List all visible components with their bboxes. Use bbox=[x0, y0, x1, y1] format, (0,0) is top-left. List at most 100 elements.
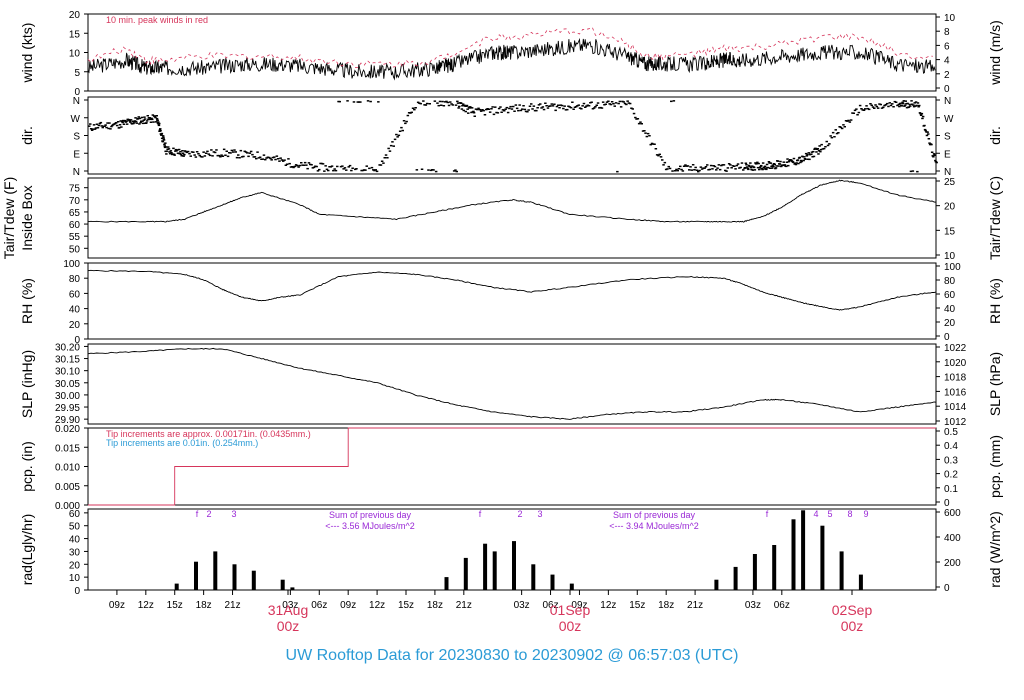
direction-point bbox=[190, 151, 194, 153]
y-tick-label-right: 40 bbox=[944, 304, 956, 315]
y-tick-label-right: N bbox=[944, 167, 951, 178]
direction-point bbox=[285, 163, 289, 165]
direction-point bbox=[927, 138, 931, 140]
direction-point bbox=[560, 104, 564, 107]
direction-point bbox=[800, 160, 803, 163]
x-day-time: 00z bbox=[277, 618, 300, 634]
direction-point bbox=[389, 144, 393, 147]
direction-point bbox=[573, 106, 577, 108]
direction-point bbox=[767, 166, 770, 169]
direction-point bbox=[90, 129, 94, 131]
direction-point bbox=[434, 170, 438, 173]
x-tick-label: 09z bbox=[340, 600, 356, 611]
direction-point bbox=[835, 132, 839, 135]
direction-point bbox=[482, 109, 485, 112]
direction-point bbox=[325, 168, 329, 171]
direction-point bbox=[177, 148, 181, 151]
direction-point bbox=[392, 145, 395, 147]
direction-point bbox=[355, 168, 358, 170]
direction-point bbox=[422, 100, 425, 102]
x-tick-label: 03z bbox=[282, 600, 298, 611]
direction-point bbox=[680, 168, 683, 171]
direction-point bbox=[818, 145, 821, 147]
y-tick-label-left: S bbox=[73, 132, 80, 143]
direction-point bbox=[671, 170, 674, 172]
y-tick-label-right: N bbox=[944, 96, 951, 107]
direction-point bbox=[220, 154, 223, 156]
radiation-marker: 5 bbox=[827, 509, 832, 519]
direction-point bbox=[211, 155, 214, 157]
direction-point bbox=[639, 121, 642, 123]
x-tick-label: 12z bbox=[138, 600, 154, 611]
direction-point bbox=[569, 106, 573, 109]
direction-point bbox=[537, 104, 541, 106]
direction-point bbox=[307, 162, 311, 164]
radiation-bar bbox=[839, 551, 844, 590]
direction-point bbox=[619, 106, 623, 108]
direction-point bbox=[234, 151, 237, 153]
direction-point bbox=[903, 105, 906, 107]
direction-point bbox=[763, 168, 766, 170]
direction-point bbox=[466, 108, 469, 110]
direction-point bbox=[693, 169, 696, 171]
series-rh bbox=[87, 269, 937, 311]
direction-point bbox=[931, 155, 934, 157]
direction-point bbox=[878, 103, 881, 105]
direction-point bbox=[718, 168, 722, 171]
direction-point bbox=[666, 168, 669, 170]
direction-point bbox=[167, 146, 170, 148]
direction-point bbox=[753, 169, 757, 171]
direction-point bbox=[341, 165, 344, 167]
direction-point bbox=[765, 168, 768, 171]
series-wind bbox=[87, 37, 936, 81]
direction-point bbox=[127, 118, 131, 121]
radiation-bar bbox=[483, 543, 488, 590]
direction-point bbox=[172, 153, 176, 155]
direction-point bbox=[657, 154, 660, 157]
direction-point bbox=[862, 109, 866, 111]
direction-point bbox=[663, 161, 667, 164]
direction-point bbox=[125, 120, 128, 123]
direction-point bbox=[767, 161, 771, 163]
direction-point bbox=[298, 164, 302, 167]
direction-point bbox=[578, 107, 582, 109]
direction-point bbox=[492, 113, 496, 116]
direction-point bbox=[664, 168, 668, 171]
direction-point bbox=[906, 102, 909, 105]
direction-point bbox=[266, 156, 270, 158]
direction-point bbox=[239, 149, 243, 152]
direction-point bbox=[226, 155, 230, 158]
direction-point bbox=[724, 169, 727, 172]
direction-point bbox=[194, 156, 198, 158]
radiation-marker: 9 bbox=[863, 509, 868, 519]
direction-point bbox=[382, 162, 385, 164]
direction-point bbox=[145, 120, 149, 122]
y-tick-label-right: 1012 bbox=[944, 417, 967, 428]
y-tick-label-right: 100 bbox=[944, 262, 961, 273]
direction-point bbox=[826, 144, 830, 147]
direction-point bbox=[860, 108, 863, 110]
direction-point bbox=[369, 100, 372, 103]
direction-point bbox=[206, 150, 209, 153]
direction-point bbox=[715, 169, 718, 171]
direction-point bbox=[428, 103, 431, 105]
direction-point bbox=[852, 112, 855, 114]
direction-point bbox=[765, 163, 769, 166]
direction-point bbox=[607, 100, 610, 102]
direction-point bbox=[164, 142, 167, 144]
direction-point bbox=[309, 163, 312, 166]
direction-point bbox=[274, 158, 277, 161]
direction-point bbox=[138, 117, 142, 120]
direction-point bbox=[916, 170, 919, 173]
direction-point bbox=[599, 106, 602, 109]
direction-point bbox=[625, 103, 628, 106]
radiation-marker: f bbox=[766, 509, 769, 519]
direction-point bbox=[373, 169, 376, 172]
direction-point bbox=[119, 120, 122, 122]
direction-point bbox=[803, 156, 806, 158]
direction-point bbox=[580, 108, 583, 110]
direction-point bbox=[509, 105, 512, 108]
direction-point bbox=[481, 109, 484, 111]
direction-point bbox=[338, 100, 341, 103]
radiation-bar bbox=[280, 579, 285, 590]
